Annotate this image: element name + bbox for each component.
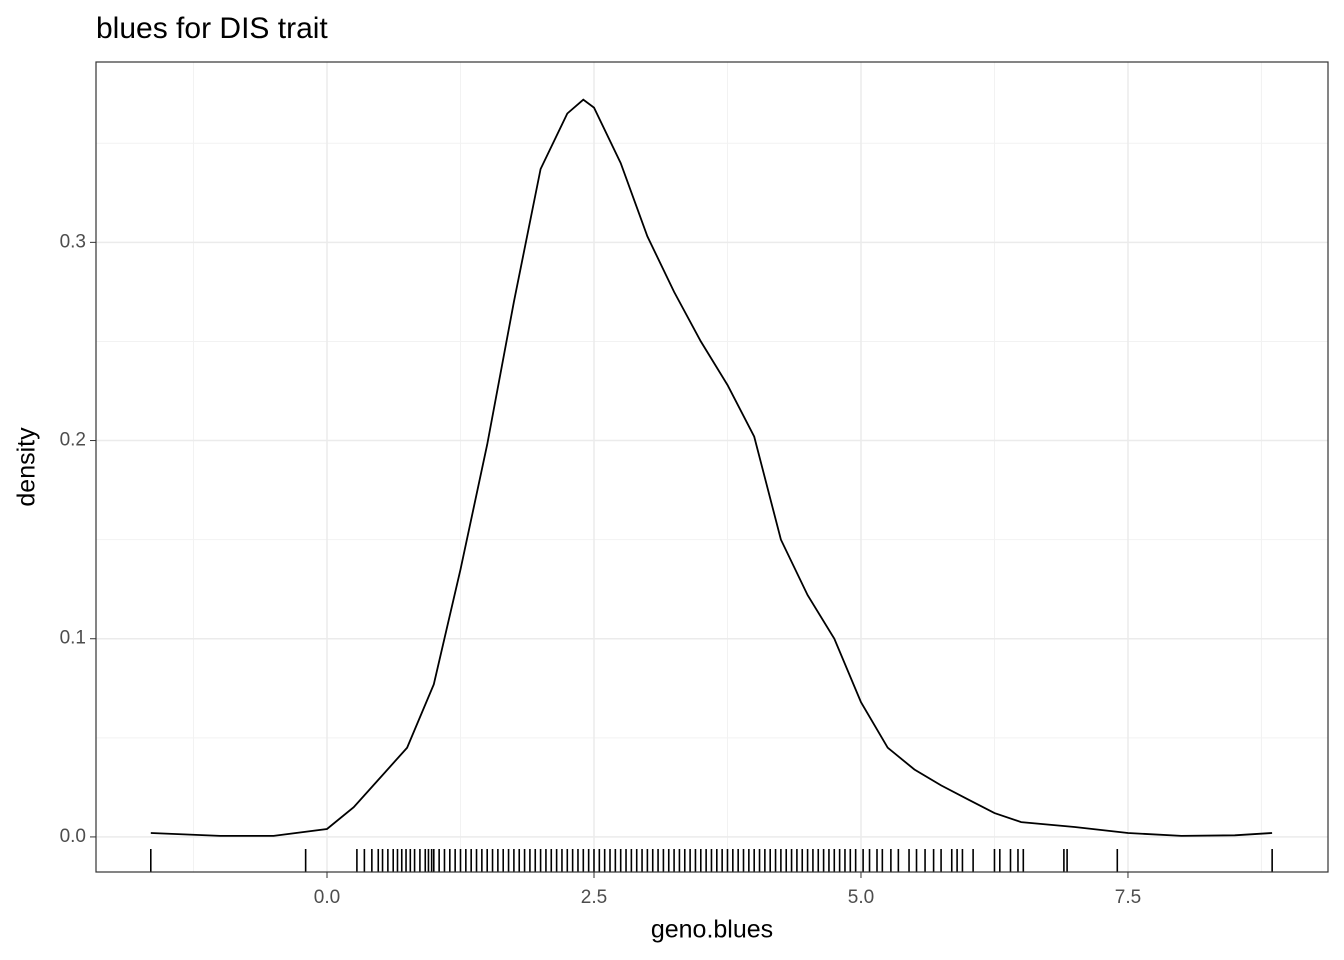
x-tick-label: 7.5 — [1115, 887, 1141, 908]
y-tick-label: 0.0 — [60, 826, 86, 847]
x-tick-label: 0.0 — [314, 887, 340, 908]
density-line — [150, 98, 1273, 837]
panel-border — [95, 61, 1329, 873]
chart-title: blues for DIS trait — [96, 12, 328, 45]
x-tick-label: 2.5 — [581, 887, 607, 908]
x-axis-label: geno.blues — [651, 916, 773, 944]
y-tick-label: 0.2 — [60, 430, 86, 451]
x-tick-label: 5.0 — [848, 887, 874, 908]
y-axis-label: density — [13, 427, 41, 507]
y-tick-label: 0.3 — [60, 231, 86, 252]
y-tick-label: 0.1 — [60, 628, 86, 649]
